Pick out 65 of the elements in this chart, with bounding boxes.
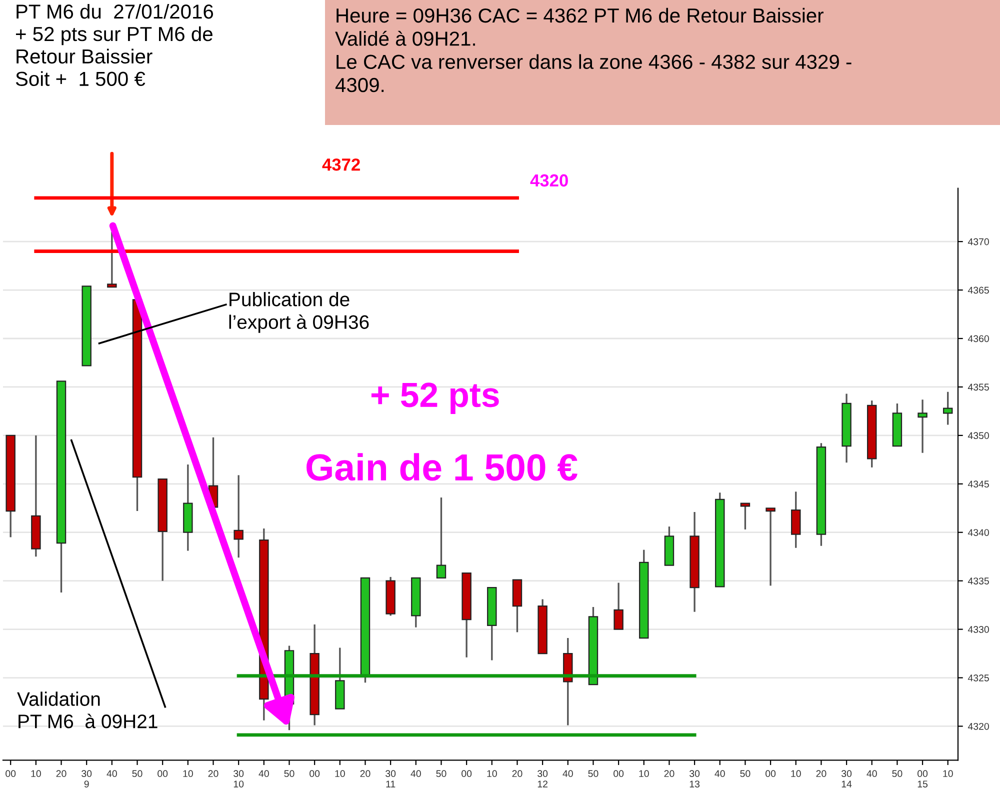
x-tick-label: 00: [462, 770, 472, 778]
text: Heure = 09H36 CAC = 4362 PT M6 de Retour Baissier Validé à 09H21. Le CAC va renverser dans la zone 4366 - 4382 sur 4329 - 4309.: [335, 8, 852, 92]
x-tick-label: 20: [664, 770, 674, 778]
annotation: Validation PT M6 à 09H21: [17, 692, 158, 728]
candlestick: [766, 507, 776, 587]
x-tick-label: 40: [866, 770, 877, 778]
x-tick-label: 00 15: [918, 770, 928, 788]
x-tick-label: 40: [410, 770, 421, 778]
x-tick-label: 20: [56, 770, 66, 778]
annotation: Publication de l’export à 09H36: [229, 292, 369, 333]
x-tick-label: 30 11: [386, 770, 396, 788]
x-tick-label: 00: [158, 770, 168, 778]
x-tick-label: 20: [816, 770, 826, 778]
text: 4320: [530, 174, 568, 187]
y-tick-label: 4335: [968, 578, 989, 584]
x-tick-label: 30 14: [842, 770, 852, 788]
x-tick-label: 10: [335, 770, 345, 778]
y-tick-label: 4350: [968, 432, 989, 440]
y-tick-label: 4320: [968, 722, 989, 730]
x-tick-label: 50: [132, 770, 142, 778]
candlestick: [614, 582, 624, 630]
x-tick-label: 20: [208, 770, 218, 778]
x-tick-label: 30 12: [538, 770, 548, 788]
y-tick-label: 4365: [968, 286, 989, 294]
annotation: + 52 pts: [371, 382, 499, 414]
annotation: Gain de 1 500 €: [306, 453, 578, 481]
candlestick: [436, 496, 446, 579]
x-tick-label: 10: [791, 770, 801, 778]
x-tick-label: 00: [614, 770, 624, 778]
x-tick-label: 20: [360, 770, 370, 778]
x-tick-label: 40: [106, 770, 117, 778]
text: 4372: [322, 158, 360, 171]
x-tick-label: 50: [892, 770, 902, 778]
x-tick-label: 20: [512, 770, 522, 778]
y-tick-label: 4370: [968, 238, 989, 246]
x-tick-label: 50: [588, 770, 598, 778]
x-tick-label: 00: [310, 770, 320, 778]
y-tick-label: 4360: [968, 335, 989, 342]
y-tick-label: 4325: [968, 674, 989, 682]
x-tick-label: 40: [562, 770, 573, 778]
x-tick-label: 50: [740, 770, 750, 778]
y-tick-label: 4345: [968, 480, 989, 488]
x-tick-label: 30 9: [82, 770, 92, 788]
y-tick-label: 4355: [968, 384, 989, 391]
candlestick: [943, 390, 953, 426]
candlestick: [107, 231, 117, 288]
candlestick: [234, 474, 244, 558]
x-tick-label: 10: [487, 770, 497, 778]
y-tick-label: 4330: [968, 626, 989, 633]
x-tick-label: 10: [639, 770, 649, 778]
x-tick-label: 40: [714, 770, 725, 778]
x-tick-label: 30 13: [690, 770, 700, 788]
x-tick-label: 40: [258, 770, 269, 778]
x-tick-label: 50: [436, 770, 446, 778]
x-tick-label: 10: [183, 770, 193, 778]
candlestick: [740, 502, 750, 530]
y-tick-label: 4340: [968, 529, 989, 536]
candlestick: [918, 398, 928, 454]
x-tick-label: 30 10: [234, 770, 244, 788]
x-tick-label: 50: [284, 770, 294, 778]
x-tick-label: 00: [6, 770, 16, 778]
x-tick-label: 10: [31, 770, 41, 778]
x-tick-label: 00: [766, 770, 776, 778]
chart-title: PT M6 du 27/01/2016 + 52 pts sur PT M6 de Retour Baissier Soit + 1 500 €: [16, 4, 214, 86]
x-tick-label: 10: [943, 770, 953, 778]
